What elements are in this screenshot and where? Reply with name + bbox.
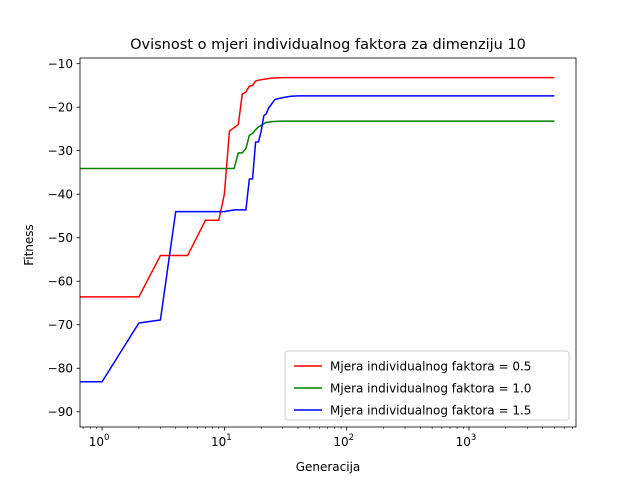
y-tick-label: −50	[48, 231, 73, 245]
series-line-1	[80, 76, 555, 298]
y-axis: −10 −20 −30 −40 −50 −60 −70 −80 −90	[48, 57, 80, 419]
series-layer	[80, 76, 555, 383]
x-axis: 100 101 102 103	[82, 427, 573, 449]
chart-title: Ovisnost o mjeri individualnog faktora z…	[130, 37, 526, 53]
y-axis-label: Fitness	[22, 224, 36, 266]
x-axis-label: Generacija	[296, 460, 361, 474]
legend-label-2: Mjera individualnog faktora = 1.0	[330, 381, 531, 395]
x-tick-label: 101	[211, 433, 232, 449]
y-tick-label: −80	[48, 362, 73, 376]
x-tick-label: 103	[456, 433, 477, 449]
series-line-3	[80, 95, 555, 383]
y-tick-label: −90	[48, 405, 73, 419]
legend-label-3: Mjera individualnog faktora = 1.5	[330, 403, 531, 417]
legend-label-1: Mjera individualnog faktora = 0.5	[330, 359, 531, 373]
y-tick-label: −70	[48, 318, 73, 332]
series-line-2	[80, 120, 555, 170]
y-tick-label: −60	[48, 275, 73, 289]
y-tick-label: −20	[48, 100, 73, 114]
x-tick-label: 100	[89, 433, 110, 449]
x-tick-label: 102	[333, 433, 354, 449]
legend: Mjera individualnog faktora = 0.5 Mjera i…	[284, 350, 570, 421]
y-tick-label: −10	[48, 57, 73, 71]
y-tick-label: −40	[48, 187, 73, 201]
legend-box	[284, 350, 570, 421]
y-tick-label: −30	[48, 144, 73, 158]
